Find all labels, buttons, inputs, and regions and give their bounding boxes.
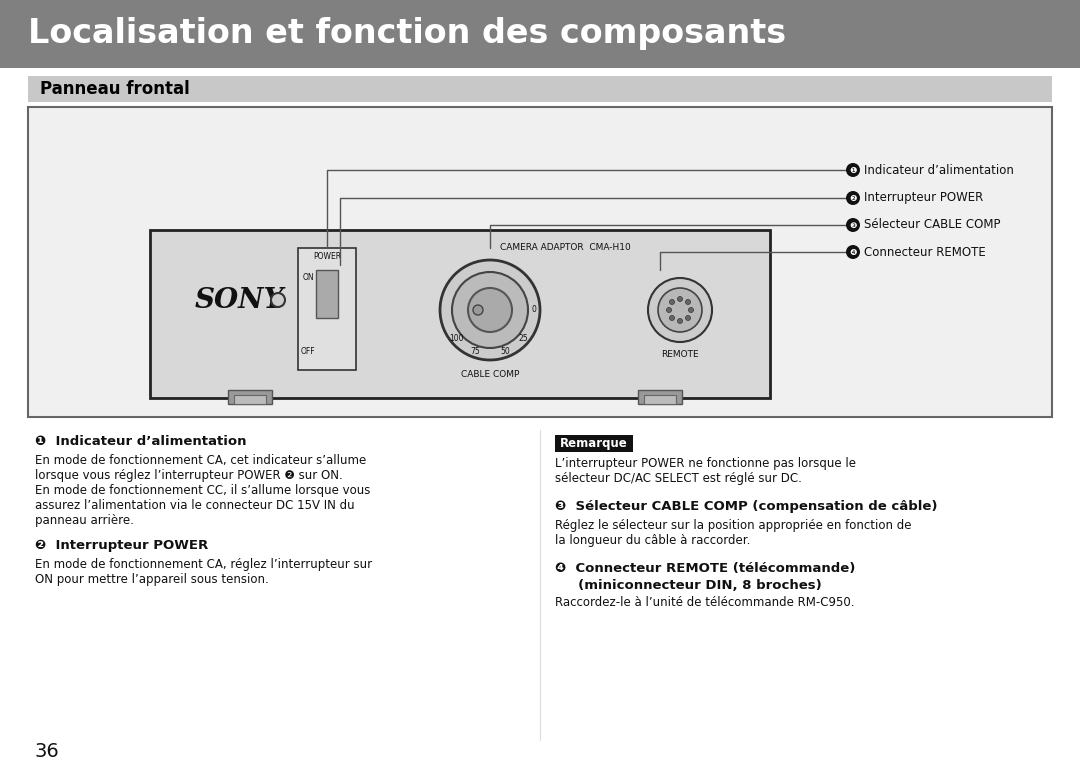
Text: REMOTE: REMOTE (661, 350, 699, 359)
Text: POWER: POWER (313, 252, 341, 261)
Text: CAMERA ADAPTOR  CMA-H10: CAMERA ADAPTOR CMA-H10 (500, 243, 631, 252)
Text: ON pour mettre l’appareil sous tension.: ON pour mettre l’appareil sous tension. (35, 573, 269, 586)
Text: Raccordez-le à l’unité de télécommande RM-C950.: Raccordez-le à l’unité de télécommande R… (555, 596, 854, 609)
Text: L’interrupteur POWER ne fonctionne pas lorsque le: L’interrupteur POWER ne fonctionne pas l… (555, 457, 856, 470)
Bar (555, 435, 633, 452)
Circle shape (648, 278, 712, 342)
Text: sélecteur DC/AC SELECT est réglé sur DC.: sélecteur DC/AC SELECT est réglé sur DC. (555, 472, 801, 485)
Bar (644, 395, 676, 404)
Text: CABLE COMP: CABLE COMP (461, 370, 519, 379)
Text: En mode de fonctionnement CA, réglez l’interrupteur sur: En mode de fonctionnement CA, réglez l’i… (35, 558, 373, 571)
Circle shape (271, 293, 285, 307)
Circle shape (686, 299, 690, 305)
Circle shape (677, 296, 683, 302)
Text: Remarque: Remarque (561, 437, 627, 450)
Text: Indicateur d’alimentation: Indicateur d’alimentation (864, 163, 1014, 176)
Bar (150, 230, 770, 398)
Bar (234, 395, 266, 404)
Text: 50: 50 (500, 347, 510, 356)
Text: Panneau frontal: Panneau frontal (40, 80, 190, 98)
Text: ❶  Indicateur d’alimentation: ❶ Indicateur d’alimentation (35, 435, 246, 448)
Bar (298, 248, 356, 370)
Text: panneau arrière.: panneau arrière. (35, 514, 134, 527)
Circle shape (670, 299, 675, 305)
Text: ❸: ❸ (849, 220, 856, 230)
Text: ❹  Connecteur REMOTE (télécommande): ❹ Connecteur REMOTE (télécommande) (555, 562, 855, 575)
Text: assurez l’alimentation via le connecteur DC 15V IN du: assurez l’alimentation via le connecteur… (35, 499, 354, 512)
Circle shape (686, 315, 690, 321)
Text: ❶: ❶ (849, 166, 856, 175)
Text: SONY: SONY (195, 287, 284, 313)
Text: 75: 75 (470, 347, 480, 356)
Text: Interrupteur POWER: Interrupteur POWER (864, 192, 983, 204)
Circle shape (846, 163, 860, 177)
Circle shape (846, 245, 860, 259)
Circle shape (670, 315, 675, 321)
Text: En mode de fonctionnement CA, cet indicateur s’allume: En mode de fonctionnement CA, cet indica… (35, 454, 366, 467)
Text: la longueur du câble à raccorder.: la longueur du câble à raccorder. (555, 534, 751, 547)
Circle shape (846, 218, 860, 232)
Text: 0: 0 (531, 306, 537, 315)
Text: 25: 25 (518, 334, 528, 343)
Bar (316, 270, 338, 318)
Text: Sélecteur CABLE COMP: Sélecteur CABLE COMP (864, 219, 1000, 232)
Text: ON: ON (302, 274, 314, 283)
Circle shape (666, 308, 672, 312)
Text: ❷: ❷ (849, 194, 856, 202)
Circle shape (689, 308, 693, 312)
Circle shape (473, 305, 483, 315)
Text: ❷  Interrupteur POWER: ❷ Interrupteur POWER (35, 539, 208, 552)
Bar (28, 76, 1052, 102)
Circle shape (440, 260, 540, 360)
Text: 36: 36 (35, 742, 59, 760)
Bar (228, 390, 272, 404)
Circle shape (468, 288, 512, 332)
Bar (638, 390, 681, 404)
Text: lorsque vous réglez l’interrupteur POWER ❷ sur ON.: lorsque vous réglez l’interrupteur POWER… (35, 469, 342, 482)
Text: ❹: ❹ (849, 248, 856, 257)
Circle shape (846, 191, 860, 205)
Text: (miniconnecteur DIN, 8 broches): (miniconnecteur DIN, 8 broches) (555, 579, 822, 592)
Bar (28, 107, 1052, 417)
Text: Connecteur REMOTE: Connecteur REMOTE (864, 245, 986, 258)
Text: ❸  Sélecteur CABLE COMP (compensation de câble): ❸ Sélecteur CABLE COMP (compensation de … (555, 500, 937, 513)
Text: En mode de fonctionnement CC, il s’allume lorsque vous: En mode de fonctionnement CC, il s’allum… (35, 484, 370, 497)
Text: 100: 100 (449, 334, 463, 343)
Bar (0, 0, 1080, 68)
Circle shape (453, 272, 528, 348)
Circle shape (658, 288, 702, 332)
Text: Localisation et fonction des composants: Localisation et fonction des composants (28, 17, 786, 50)
Text: Réglez le sélecteur sur la position appropriée en fonction de: Réglez le sélecteur sur la position appr… (555, 519, 912, 532)
Text: OFF: OFF (300, 347, 315, 356)
Circle shape (677, 318, 683, 324)
